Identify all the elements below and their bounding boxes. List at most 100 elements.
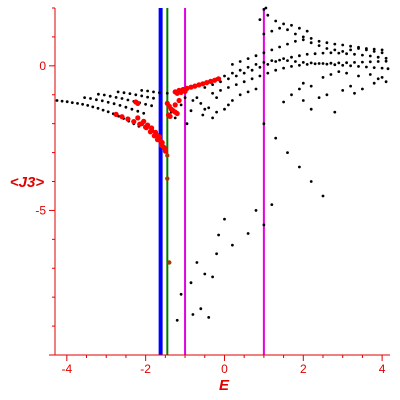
- data-point-s0-101: [317, 62, 321, 65]
- data-point-s1-0: [113, 111, 119, 117]
- data-point-s0-104: [341, 63, 345, 67]
- data-point-s0-178: [305, 29, 309, 33]
- data-point-s0-138: [262, 51, 266, 55]
- data-point-s0-110: [386, 67, 390, 71]
- data-point-s0-144: [309, 41, 313, 45]
- data-point-s0-68: [242, 71, 246, 75]
- data-point-s0-26: [136, 109, 140, 113]
- data-point-s0-46: [146, 89, 150, 93]
- data-point-s0-228: [199, 307, 203, 311]
- data-point-s0-115: [242, 80, 246, 84]
- data-point-s1-46: [182, 88, 188, 94]
- data-point-s0-156: [278, 26, 281, 30]
- data-point-s0-132: [376, 60, 380, 63]
- data-point-s0-124: [313, 62, 317, 66]
- data-point-s0-39: [122, 91, 126, 95]
- data-point-s0-21: [106, 100, 110, 104]
- data-point-s0-214: [286, 151, 289, 155]
- data-point-s0-154: [262, 32, 266, 36]
- data-point-s0-161: [317, 39, 321, 43]
- data-point-s0-149: [349, 48, 352, 52]
- data-point-s0-17: [83, 96, 86, 99]
- x-tick-label: 2: [300, 362, 307, 376]
- data-point-s0-8: [96, 106, 100, 110]
- data-point-s1-37: [192, 83, 198, 89]
- data-point-s0-205: [345, 71, 348, 75]
- data-point-s0-199: [282, 100, 285, 104]
- data-point-s0-49: [165, 91, 169, 95]
- data-point-s0-143: [301, 38, 305, 42]
- data-point-s0-25: [130, 107, 134, 111]
- data-point-s1-22: [151, 133, 157, 139]
- data-point-s1-45: [178, 89, 184, 95]
- data-point-s0-95: [270, 59, 274, 62]
- axes: -4 -2 0 2 4 0 -5: [35, 7, 390, 376]
- data-point-s0-32: [120, 97, 124, 100]
- data-point-s0-71: [266, 63, 270, 66]
- data-point-s0-204: [337, 70, 341, 73]
- data-point-s1-24: [158, 142, 164, 148]
- data-point-s0-81: [345, 52, 348, 56]
- x-tick-label: 0: [221, 362, 228, 376]
- data-point-s0-134: [231, 63, 234, 66]
- data-point-s0-4: [76, 102, 79, 105]
- data-point-s0-123: [305, 63, 309, 66]
- data-point-s0-63: [203, 86, 207, 89]
- data-point-s0-172: [264, 6, 268, 10]
- data-point-s1-40: [204, 80, 210, 86]
- data-point-s0-180: [231, 99, 234, 102]
- data-point-s0-192: [361, 87, 364, 91]
- data-point-s0-222: [231, 243, 234, 247]
- data-point-s0-133: [384, 59, 388, 63]
- data-point-s0-44: [152, 96, 155, 100]
- data-point-s0-153: [380, 51, 384, 55]
- data-point-s0-140: [278, 45, 281, 49]
- data-point-s0-157: [286, 28, 289, 32]
- data-point-s0-186: [215, 96, 219, 99]
- data-point-s0-100: [309, 61, 313, 65]
- data-point-s0-76: [305, 52, 309, 56]
- data-point-s0-90: [231, 71, 234, 75]
- data-point-s0-18: [89, 97, 92, 100]
- data-point-s0-9: [101, 108, 105, 112]
- data-point-s0-106: [357, 65, 360, 68]
- data-point-s0-195: [309, 107, 313, 111]
- data-point-s0-215: [298, 165, 301, 169]
- data-point-s0-122: [298, 63, 301, 67]
- data-point-s0-202: [321, 76, 325, 79]
- data-point-s0-20: [100, 99, 104, 103]
- data-point-s1-43: [216, 76, 222, 82]
- data-point-s0-56: [179, 103, 183, 107]
- data-point-s0-73: [282, 57, 285, 60]
- data-point-s0-108: [372, 66, 376, 69]
- data-point-s2-1: [165, 176, 170, 181]
- data-point-s0-47: [152, 90, 155, 94]
- data-point-s0-128: [345, 61, 348, 65]
- data-point-s0-152: [372, 50, 376, 53]
- data-point-s0-77: [313, 52, 317, 56]
- data-point-s0-10: [106, 110, 110, 114]
- data-point-s0-131: [368, 60, 372, 64]
- data-point-s1-21: [147, 129, 153, 135]
- data-point-s0-211: [309, 84, 313, 88]
- data-point-s0-185: [203, 107, 207, 111]
- data-point-s0-136: [246, 57, 250, 60]
- data-point-s0-209: [384, 80, 388, 84]
- data-point-s0-230: [175, 318, 179, 322]
- data-point-s0-129: [353, 61, 356, 64]
- data-point-s0-168: [372, 47, 376, 51]
- data-point-s0-80: [337, 51, 341, 55]
- data-point-s0-74: [290, 55, 293, 59]
- data-point-s0-92: [246, 65, 250, 69]
- data-point-s0-159: [301, 35, 305, 39]
- data-point-s0-30: [108, 94, 112, 98]
- data-point-s0-40: [128, 92, 132, 95]
- data-point-s1-2: [125, 116, 131, 122]
- data-point-s0-86: [384, 56, 388, 60]
- data-point-s0-48: [158, 91, 161, 95]
- data-point-s1-49: [164, 100, 170, 106]
- data-point-s0-190: [341, 89, 345, 92]
- data-point-s2-0: [165, 153, 170, 158]
- data-point-s0-207: [368, 73, 372, 76]
- x-axis-title: E: [219, 377, 230, 394]
